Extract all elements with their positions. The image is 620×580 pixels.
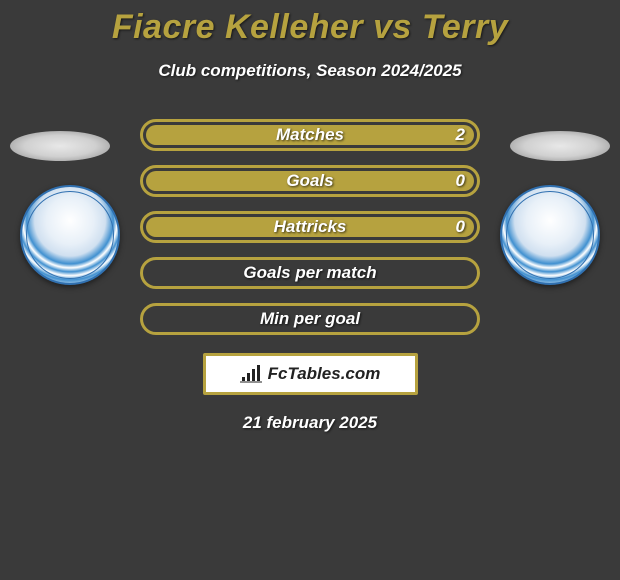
stat-label: Matches	[276, 125, 344, 145]
stat-row-hattricks: Hattricks 0	[140, 211, 480, 243]
bar-chart-icon	[240, 365, 262, 383]
stat-rows: Matches 2 Goals 0 Hattricks 0 Goals per …	[140, 119, 480, 335]
stat-value: 0	[456, 217, 465, 237]
club-badge-right	[500, 185, 600, 285]
page-title: Fiacre Kelleher vs Terry	[0, 8, 620, 47]
subtitle: Club competitions, Season 2024/2025	[0, 61, 620, 81]
stat-label: Goals	[286, 171, 333, 191]
stat-label: Goals per match	[243, 263, 376, 283]
platform-right	[510, 131, 610, 161]
stat-row-min-per-goal: Min per goal	[140, 303, 480, 335]
date-label: 21 february 2025	[0, 413, 620, 433]
platform-left	[10, 131, 110, 161]
stat-label: Min per goal	[260, 309, 360, 329]
stat-row-goals-per-match: Goals per match	[140, 257, 480, 289]
attribution-logo: FcTables.com	[203, 353, 418, 395]
infographic-container: Fiacre Kelleher vs Terry Club competitio…	[0, 0, 620, 433]
stats-wrapper: Matches 2 Goals 0 Hattricks 0 Goals per …	[0, 119, 620, 433]
stat-value: 2	[456, 125, 465, 145]
stat-label: Hattricks	[274, 217, 347, 237]
logo-text: FcTables.com	[268, 364, 381, 384]
club-badge-left	[20, 185, 120, 285]
stat-value: 0	[456, 171, 465, 191]
stat-row-matches: Matches 2	[140, 119, 480, 151]
stat-row-goals: Goals 0	[140, 165, 480, 197]
